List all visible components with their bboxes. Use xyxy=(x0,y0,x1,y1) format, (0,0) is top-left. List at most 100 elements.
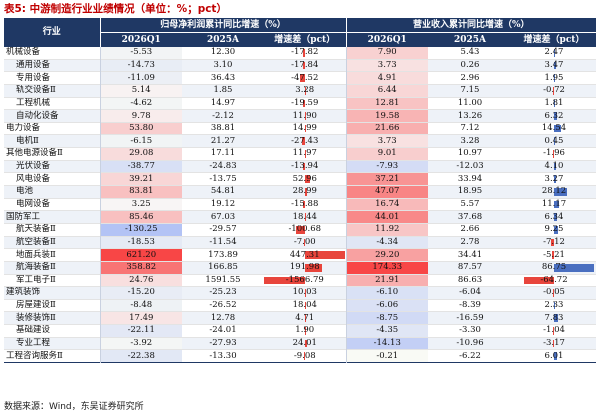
revenue-2025a-value: 18.95 xyxy=(428,185,512,199)
table-row: 机械设备 -5.53 12.30 -17.82 7.90 5.43 2.47 xyxy=(4,47,597,60)
header-industry: 行业 xyxy=(4,18,100,47)
pd-value: 1.90 xyxy=(295,325,315,336)
pd-bar xyxy=(303,352,305,361)
rd-bar xyxy=(550,238,554,247)
pd-bar xyxy=(304,314,306,323)
rd-cell: -0.05 xyxy=(512,286,597,300)
industry-name: 国防军工 xyxy=(4,210,100,224)
rd-value: 4.10 xyxy=(544,161,564,172)
rd-value: -1.96 xyxy=(543,148,565,159)
rd-value: -5.21 xyxy=(543,249,565,260)
profit-q1-value: -15.20 xyxy=(127,287,155,298)
rd-cell: 3.47 xyxy=(512,59,597,72)
industry-name: 工程咨询服务Ⅱ xyxy=(6,350,63,361)
pd-value: 24.01 xyxy=(292,338,317,349)
rd-bar xyxy=(554,61,556,70)
industry-name: 轨交设备Ⅱ xyxy=(4,84,100,98)
profit-q1-cell: -3.92 xyxy=(99,337,182,350)
profit-q1-value: -3.92 xyxy=(130,338,153,349)
industry-name: 电机Ⅱ xyxy=(4,134,100,148)
profit-q1-heat xyxy=(101,287,182,299)
industry-name: 建筑装饰 xyxy=(4,286,100,300)
rd-bar xyxy=(554,200,560,209)
profit-q1-cell: 3.25 xyxy=(99,198,182,211)
revenue-q1-heat xyxy=(347,160,428,173)
profit-q1-value: 85.46 xyxy=(129,211,154,222)
rd-bar xyxy=(553,327,554,335)
profit-q1-heat xyxy=(101,110,182,122)
industry-name: 装修装饰Ⅱ xyxy=(4,311,100,325)
pd-bar xyxy=(304,327,306,335)
profit-q1-cell: -18.53 xyxy=(99,236,182,249)
profit-q1-heat xyxy=(101,299,182,312)
pd-cell: 447.31 xyxy=(264,249,346,262)
profit-q1-value: 9.78 xyxy=(131,110,151,121)
revenue-q1-heat xyxy=(347,287,428,299)
rd-bar xyxy=(554,137,555,146)
profit-q1-value: 5.14 xyxy=(131,85,151,96)
revenue-q1-value: 3.73 xyxy=(377,135,397,146)
pd-value: 28.99 xyxy=(292,186,317,197)
rd-bar xyxy=(554,112,557,120)
rd-value: 2.33 xyxy=(544,300,564,311)
industry-name: 航天装备Ⅱ xyxy=(16,224,56,235)
revenue-2025a-value: 5.57 xyxy=(460,199,480,209)
rd-value: 6.32 xyxy=(544,110,564,121)
profit-q1-value: 358.82 xyxy=(126,262,157,273)
revenue-q1-heat xyxy=(347,274,428,287)
revenue-q1-cell: 21.66 xyxy=(345,122,428,135)
industry-name: 专用设备 xyxy=(16,72,51,83)
pd-value: -17.84 xyxy=(291,59,319,70)
revenue-q1-cell: -6.10 xyxy=(345,286,428,300)
revenue-2025a-value: 0.26 xyxy=(428,59,512,72)
pd-cell: 191.98 xyxy=(264,261,346,275)
profit-q1-cell: 24.76 xyxy=(99,274,182,287)
profit-2025a-value: -2.12 xyxy=(182,109,264,123)
pd-cell: -17.82 xyxy=(264,47,346,59)
table-row: 航海装备Ⅱ 358.82 166.85 191.98 174.33 87.57 86.75 xyxy=(4,261,597,275)
pd-value: -19.59 xyxy=(291,97,319,108)
profit-q1-heat xyxy=(101,148,182,160)
revenue-q1-value: 174.33 xyxy=(372,262,403,273)
revenue-2025a-value: 87.57 xyxy=(428,261,512,275)
rd-value: 14.54 xyxy=(541,123,567,134)
profit-q1-value: -22.11 xyxy=(127,325,155,336)
pd-bar xyxy=(304,301,307,310)
rd-bar xyxy=(554,162,556,171)
rd-cell: 2.47 xyxy=(512,47,596,59)
rd-bar xyxy=(551,251,554,259)
revenue-q1-cell: 44.01 xyxy=(345,210,428,224)
pd-value: -27.43 xyxy=(291,135,319,146)
profit-q1-cell: -11.09 xyxy=(99,71,182,85)
pd-bar xyxy=(304,124,307,133)
profit-q1-value: -4.62 xyxy=(130,97,153,108)
rd-bar xyxy=(554,352,557,361)
revenue-q1-heat xyxy=(347,59,428,72)
industry-name: 自动化设备 xyxy=(4,109,100,123)
profit-2025a-value: 19.12 xyxy=(210,199,236,209)
pd-bar xyxy=(304,339,307,348)
revenue-2025a-value: -3.30 xyxy=(459,325,481,336)
pd-cell: 1.90 xyxy=(264,325,346,338)
industry-name: 电力设备 xyxy=(6,123,41,134)
revenue-2025a-value: -6.22 xyxy=(459,350,481,361)
rd-value: -64.72 xyxy=(540,274,568,285)
revenue-q1-cell: 12.81 xyxy=(345,97,428,110)
industry-name: 地面兵装Ⅱ xyxy=(16,249,56,260)
revenue-q1-value: -8.75 xyxy=(376,312,399,323)
revenue-2025a-value: 2.78 xyxy=(428,236,512,249)
revenue-q1-heat xyxy=(347,350,428,363)
revenue-2025a-value: -12.03 xyxy=(428,160,512,173)
header-revenue-group: 营业收入累计同比增速（%） xyxy=(345,18,597,33)
profit-q1-heat xyxy=(101,312,182,325)
header-profit-2025a: 2025A xyxy=(182,32,264,47)
revenue-q1-heat xyxy=(347,299,428,312)
table-number: 表5: xyxy=(4,3,27,15)
header-revenue-q1: 2026Q1 xyxy=(345,32,428,47)
revenue-q1-heat xyxy=(347,148,428,160)
pd-cell: 52.96 xyxy=(264,173,346,186)
profit-q1-cell: -8.48 xyxy=(99,299,182,312)
profit-q1-heat xyxy=(101,337,182,350)
profit-q1-value: -8.48 xyxy=(130,300,153,311)
revenue-q1-cell: 16.74 xyxy=(345,198,428,211)
